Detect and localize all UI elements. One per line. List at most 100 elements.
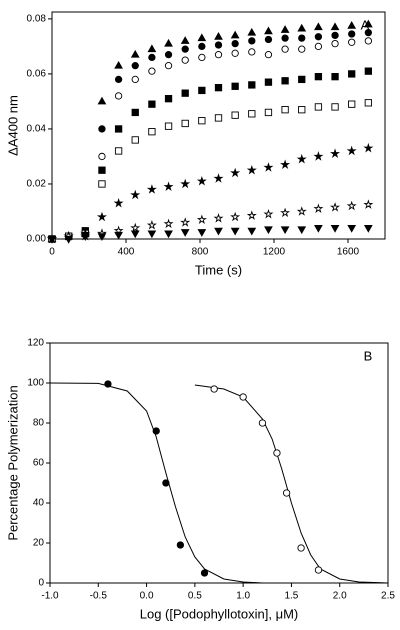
data-point	[364, 67, 372, 75]
x-tick-label: 800	[192, 247, 209, 258]
data-point	[280, 207, 291, 218]
data-point	[97, 96, 107, 105]
data-point	[282, 489, 291, 497]
data-point	[198, 42, 206, 51]
data-point	[176, 541, 185, 549]
data-point	[164, 62, 173, 70]
data-point	[348, 70, 356, 78]
data-point	[131, 136, 139, 144]
data-point	[246, 164, 257, 175]
panel-label: B	[364, 348, 373, 363]
data-point	[348, 30, 356, 38]
y-tick-label: 20	[33, 538, 45, 549]
y-axis-label: ΔA400 nm	[5, 95, 20, 156]
y-tick-label: 0	[38, 578, 44, 589]
data-point	[331, 103, 339, 111]
data-point	[98, 180, 106, 188]
data-point	[364, 99, 372, 107]
data-point	[230, 211, 241, 222]
data-point	[330, 148, 341, 158]
data-point	[281, 77, 289, 85]
data-point	[297, 226, 307, 235]
data-point	[363, 199, 374, 209]
y-tick-label: 100	[27, 378, 44, 389]
data-point	[130, 230, 140, 239]
data-point	[363, 142, 374, 153]
data-point	[181, 45, 189, 53]
data-point	[130, 49, 140, 58]
data-point	[314, 33, 323, 41]
data-point	[248, 37, 256, 45]
data-point	[113, 197, 124, 208]
y-tick-label: 120	[27, 338, 44, 349]
data-point	[280, 25, 290, 33]
plot-frame	[49, 342, 389, 584]
data-point	[239, 393, 247, 401]
data-point	[346, 200, 357, 211]
data-point	[164, 122, 173, 130]
data-point	[214, 114, 223, 122]
data-point	[246, 210, 257, 220]
data-point	[163, 218, 174, 229]
data-point	[231, 82, 239, 90]
data-point	[196, 214, 207, 225]
data-point	[264, 226, 273, 235]
data-point	[164, 38, 173, 47]
data-point	[181, 119, 189, 128]
data-point	[258, 419, 267, 427]
data-point	[363, 224, 373, 233]
data-point	[114, 231, 123, 240]
x-tick-label: 2.0	[333, 591, 347, 602]
data-point	[164, 230, 173, 239]
data-point	[314, 42, 323, 51]
x-tick-label: 0	[49, 247, 55, 258]
data-point	[281, 45, 289, 53]
x-tick-label: 0.5	[188, 591, 202, 602]
data-point	[297, 544, 305, 552]
data-point	[80, 233, 90, 241]
data-point	[313, 203, 324, 213]
data-point	[330, 22, 340, 31]
data-point	[331, 39, 339, 48]
data-point	[114, 92, 123, 100]
data-point	[281, 106, 289, 114]
y-tick-label: 0.00	[27, 234, 47, 245]
data-point	[152, 427, 160, 435]
data-point	[98, 166, 106, 174]
data-point	[197, 33, 207, 42]
data-point	[114, 75, 123, 84]
x-tick-label: 0.0	[140, 591, 154, 602]
x-axis-label: Log ([Podophyllotoxin], μM)	[140, 606, 299, 621]
data-point	[363, 19, 373, 28]
data-point	[280, 159, 291, 169]
data-point	[280, 226, 290, 235]
y-tick-label: 40	[33, 498, 45, 509]
data-point	[330, 224, 340, 233]
data-point	[198, 53, 206, 62]
panel-label: A	[361, 17, 370, 32]
x-tick-label: 1.0	[236, 591, 250, 602]
data-point	[348, 100, 356, 108]
data-point	[314, 566, 323, 574]
data-point	[296, 206, 307, 216]
data-point	[114, 147, 123, 155]
data-point	[64, 235, 74, 244]
data-point	[148, 53, 156, 62]
data-point	[98, 125, 106, 133]
y-tick-label: 80	[33, 418, 45, 429]
data-point	[347, 224, 357, 233]
data-point	[213, 213, 224, 223]
data-point	[131, 75, 139, 84]
data-point	[148, 67, 156, 75]
data-point	[230, 227, 240, 236]
data-point	[248, 110, 256, 118]
data-point	[97, 233, 107, 241]
data-point	[314, 103, 323, 111]
data-point	[130, 189, 141, 200]
data-point	[180, 36, 190, 44]
y-tick-label: 0.04	[27, 124, 47, 135]
data-point	[148, 100, 156, 108]
data-point	[146, 184, 157, 194]
x-tick-label: 2.5	[381, 591, 395, 602]
